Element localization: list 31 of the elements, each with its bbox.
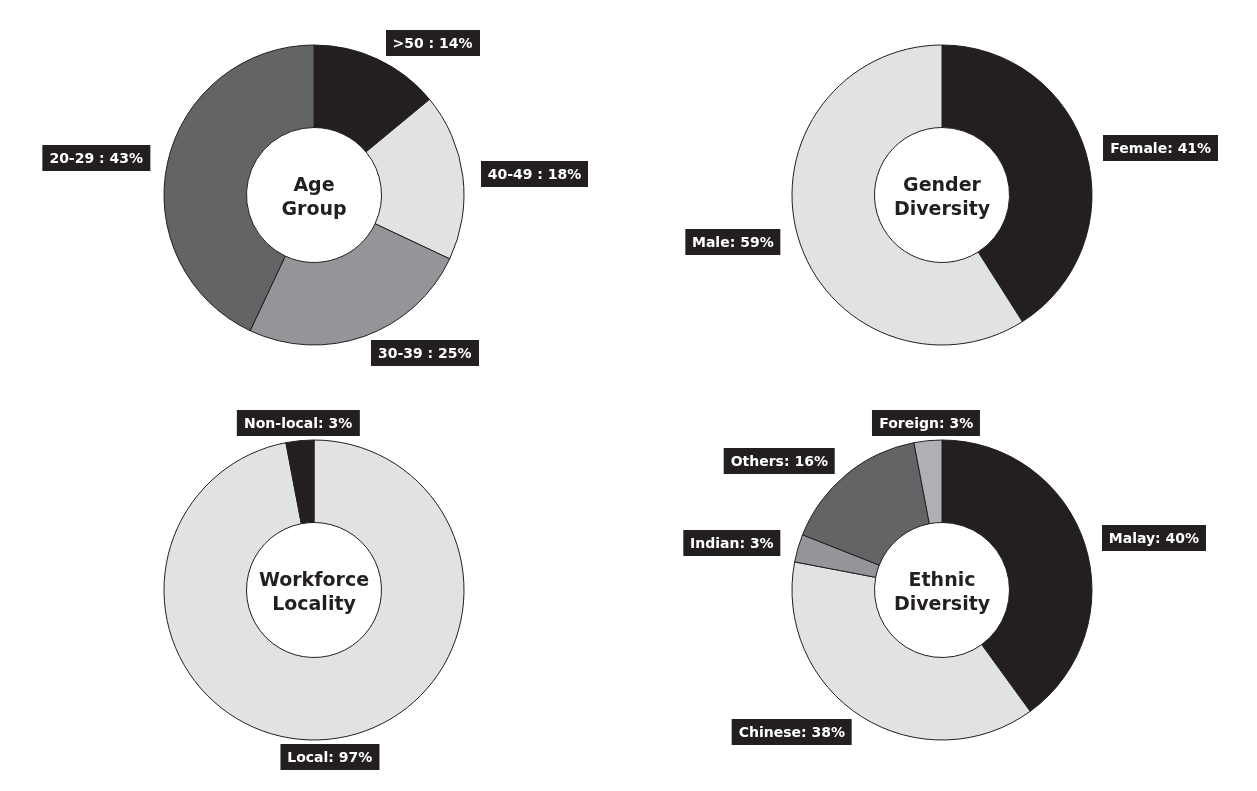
slice-label: Malay bbox=[1108, 530, 1156, 547]
slice-label: Indian bbox=[689, 535, 740, 552]
data-label: : 41% bbox=[1167, 140, 1212, 157]
data-label: : 18% bbox=[536, 165, 582, 182]
data-label: : 38% bbox=[800, 723, 845, 740]
data-label: : 97% bbox=[328, 749, 373, 766]
data-label: : 3% bbox=[318, 414, 353, 431]
data-label: : 59% bbox=[729, 233, 774, 250]
data-label: : 43% bbox=[98, 150, 144, 167]
text: Age Group bbox=[281, 172, 347, 220]
slice-label: >50 bbox=[392, 34, 424, 51]
slice-label: Local bbox=[287, 749, 329, 766]
slice-label: Female bbox=[1110, 140, 1168, 157]
slice-label: Male bbox=[691, 233, 730, 250]
text: Workforce Locality bbox=[258, 567, 370, 615]
data-label: : 14% bbox=[427, 34, 473, 51]
data-label: : 16% bbox=[783, 452, 828, 469]
slice-label: 20-29 bbox=[49, 150, 95, 167]
slice-label: Foreign bbox=[879, 414, 939, 431]
text: Gender Diversity bbox=[893, 172, 991, 220]
slice-label: 40-49 bbox=[487, 165, 533, 182]
data-label: : 25% bbox=[426, 345, 472, 362]
data-label: : 40% bbox=[1155, 530, 1200, 547]
donut-slice bbox=[163, 439, 465, 741]
text: Ethnic Diversity bbox=[893, 567, 991, 615]
slice-label: Chinese bbox=[738, 723, 801, 740]
data-label: : 3% bbox=[739, 535, 774, 552]
data-label: : 3% bbox=[938, 414, 974, 431]
slice-label: 30-39 bbox=[377, 345, 423, 362]
slice-label: Others bbox=[730, 452, 784, 469]
slice-label: Non-local bbox=[244, 414, 319, 431]
